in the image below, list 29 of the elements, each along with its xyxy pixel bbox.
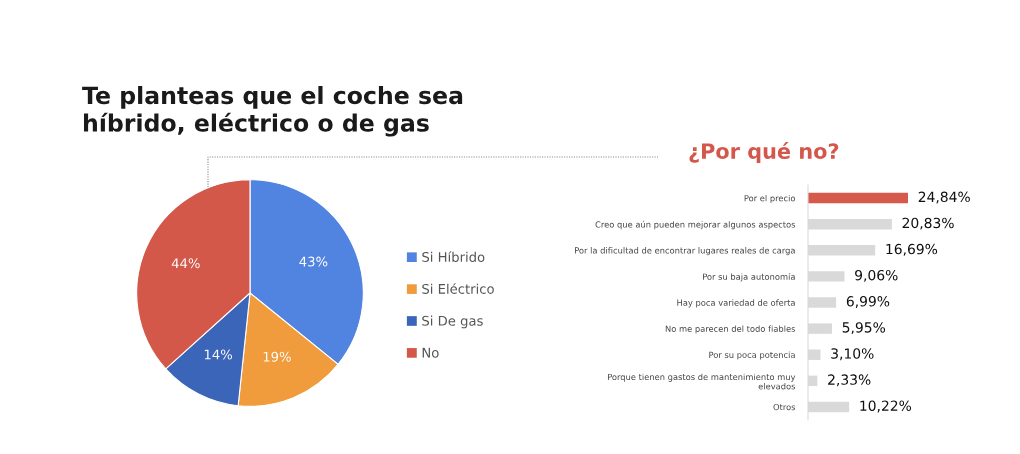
data-label: 5,95% — [842, 322, 886, 335]
y-tick-label: Por el precio — [744, 194, 796, 203]
legend-label: Si Híbrido — [422, 251, 485, 262]
chart-title: Te planteas que el coche sea híbrido, eléctrico o de gas — [82, 86, 463, 137]
y-tick-label: No me parecen del todo fiables — [665, 325, 796, 334]
data-label: 20,83% — [902, 217, 954, 230]
data-label: 9,06% — [855, 269, 898, 282]
y-tick-label: Creo que aún pueden mejorar algunos aspectos — [595, 220, 796, 230]
data-label: 3,10% — [831, 348, 874, 361]
data-label: 10,22% — [860, 400, 912, 413]
y-tick-label: Otros — [773, 403, 796, 411]
bar — [808, 192, 908, 204]
legend-label: No — [422, 347, 439, 358]
data-label: 14% — [204, 349, 233, 360]
y-tick-label: Porque tienen gastos de mantenimiento muy elevados — [607, 373, 796, 390]
data-label: 24,84% — [918, 191, 970, 204]
legend-label: Si Eléctrico — [422, 283, 494, 294]
legend-label: Si De gas — [422, 315, 483, 329]
data-label: 6,99% — [846, 296, 890, 308]
y-tick-label: Por su baja autonomía — [703, 273, 795, 282]
y-tick-label: Por su poca potencia — [709, 351, 795, 360]
data-label: 19% — [263, 351, 291, 362]
data-label: 16,69% — [886, 243, 938, 256]
data-label: 2,33% — [828, 374, 871, 387]
chart-title: ¿Por qué no? — [689, 142, 839, 163]
data-label: 43% — [299, 256, 328, 267]
data-label: 44% — [171, 258, 200, 269]
y-tick-label: Hay poca variedad de oferta — [677, 299, 795, 308]
y-tick-label: Por la dificultad de encontrar lugares reales de carga — [575, 247, 795, 256]
